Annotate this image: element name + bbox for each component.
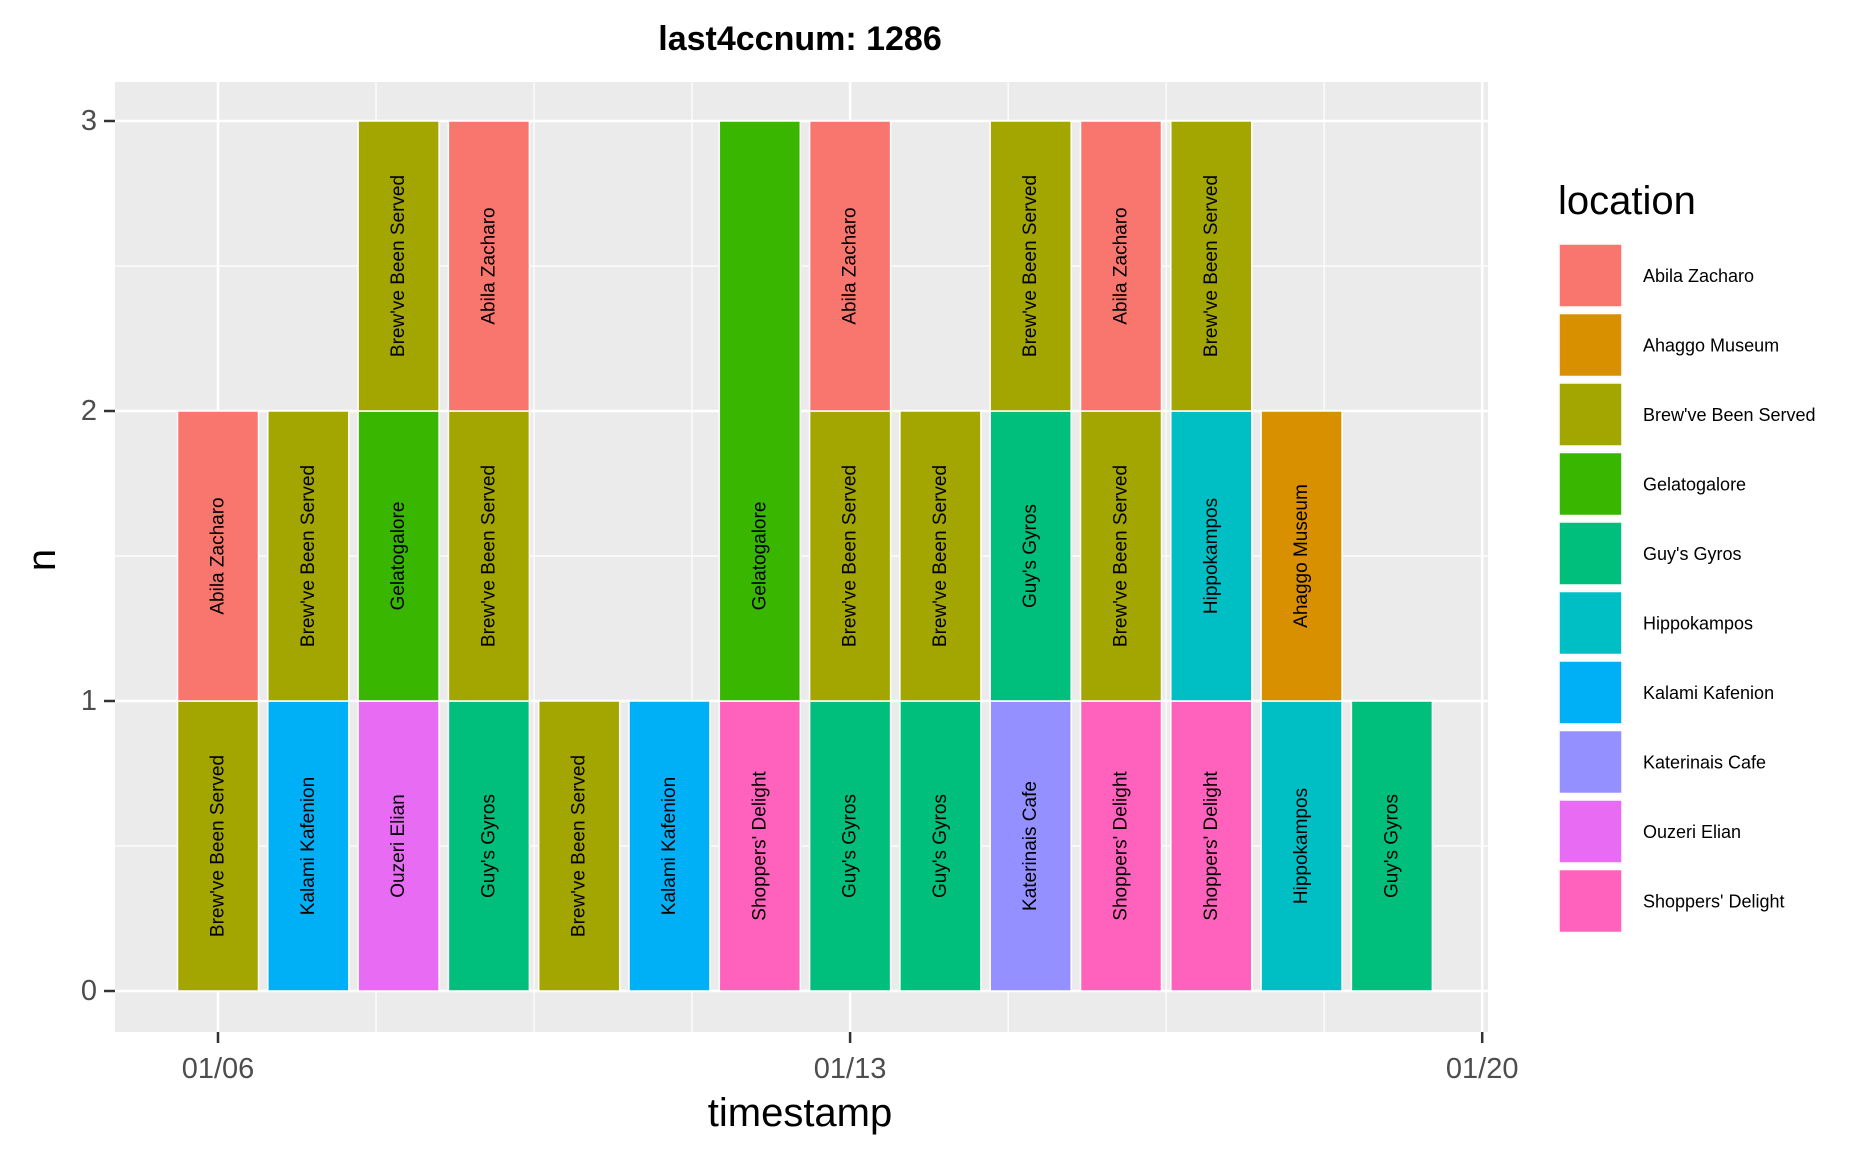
x-tick-label: 01/20 — [1446, 1053, 1519, 1085]
bar-segment-label: Katerinais Cafe — [1020, 781, 1041, 911]
bar-segment-label: Abila Zacharo — [478, 207, 499, 324]
x-tick-label: 01/13 — [814, 1053, 887, 1085]
bar-segment-label: Kalami Kafenion — [659, 777, 680, 915]
y-axis-title: n — [20, 549, 64, 571]
legend-swatch — [1558, 382, 1623, 447]
bar-segment — [989, 410, 1072, 702]
legend-label: Kalami Kafenion — [1643, 683, 1774, 703]
bar-segment — [537, 700, 621, 992]
bar-segment-label: Shoppers' Delight — [1111, 771, 1132, 921]
y-tick-label: 0 — [81, 975, 97, 1007]
bar-segment — [989, 700, 1072, 992]
bar-segment-label: Gelatogalore — [749, 502, 770, 611]
bar-segment — [1170, 120, 1253, 412]
bar-segment-label: Brew've Been Served — [840, 465, 861, 647]
legend-swatch — [1558, 521, 1623, 586]
bar-segment-label: Shoppers' Delight — [1201, 771, 1222, 921]
bar-segment — [1170, 410, 1253, 702]
bar-segment — [899, 410, 982, 702]
legend-label: Ouzeri Elian — [1643, 822, 1741, 842]
bar-segment-label: Brew've Been Served — [388, 175, 409, 357]
chart-title: last4ccnum: 1286 — [658, 20, 942, 58]
legend-swatch — [1558, 243, 1623, 308]
bar-segment-label: Abila Zacharo — [840, 207, 861, 324]
bar-segment — [176, 410, 260, 702]
bar-segment — [1079, 700, 1163, 992]
bar-segment-label: Hippokampos — [1291, 788, 1312, 904]
y-axis: 0 1 2 3 — [81, 105, 115, 1007]
bar-segment — [718, 120, 802, 702]
legend-swatch — [1558, 590, 1623, 656]
bar-segment — [808, 120, 892, 412]
bar-segment — [989, 120, 1072, 412]
bar-segment-label: Shoppers' Delight — [749, 771, 770, 921]
x-axis-title: timestamp — [708, 1091, 893, 1135]
bar-segment — [447, 700, 531, 992]
bar-segment — [718, 700, 802, 992]
bar-segment-label: Brew've Been Served — [478, 465, 499, 647]
bar-segment — [628, 700, 711, 992]
bar-segment — [1079, 410, 1163, 702]
bar-segment-label: Ahaggo Museum — [1291, 484, 1312, 628]
bar-segment — [1350, 700, 1434, 992]
y-tick-label: 2 — [81, 395, 97, 427]
legend-label: Ahaggo Museum — [1643, 336, 1779, 356]
bar-segment — [808, 410, 892, 702]
bar-segment — [357, 120, 440, 412]
bar-segment-label: Brew've Been Served — [1201, 175, 1222, 357]
bar-segment — [808, 700, 892, 992]
bar-segment-label: Kalami Kafenion — [298, 777, 319, 915]
bar-segment — [357, 700, 440, 992]
bar-segment-label: Ouzeri Elian — [388, 794, 409, 898]
bar-segment — [447, 120, 531, 412]
legend-swatch — [1558, 799, 1623, 864]
bar-segment-label: Brew've Been Served — [569, 755, 590, 937]
bar-segment — [357, 410, 440, 702]
bar-segment — [267, 410, 350, 702]
legend-label: Shoppers' Delight — [1643, 892, 1785, 912]
bar-segment-label: Guy's Gyros — [930, 794, 951, 898]
bar-segment-label: Guy's Gyros — [1381, 794, 1402, 898]
bar-segment-label: Gelatogalore — [388, 502, 409, 611]
bar-segment — [176, 700, 260, 992]
legend-swatch — [1558, 451, 1623, 517]
legend-label: Guy's Gyros — [1643, 544, 1741, 564]
bar-segment — [1260, 700, 1343, 992]
legend-swatch — [1558, 660, 1623, 725]
legend-label: Brew've Been Served — [1643, 405, 1816, 425]
bar-segment-label: Brew've Been Served — [1111, 465, 1132, 647]
legend-swatch — [1558, 312, 1623, 378]
bar-segment — [1079, 120, 1163, 412]
bar-segment-label: Abila Zacharo — [1111, 207, 1132, 324]
x-tick-label: 01/06 — [182, 1053, 255, 1085]
legend-label: Abila Zacharo — [1643, 266, 1754, 286]
bar-segment-label: Guy's Gyros — [840, 794, 861, 898]
bar-segment — [1170, 700, 1253, 992]
legend-swatch — [1558, 729, 1623, 795]
legend-label: Gelatogalore — [1643, 475, 1746, 495]
bar-segment-label: Brew've Been Served — [930, 465, 951, 647]
bar-segment-label: Guy's Gyros — [1020, 504, 1041, 608]
bar-segment-label: Brew've Been Served — [208, 755, 229, 937]
legend-label: Hippokampos — [1643, 614, 1753, 634]
bar-segment-label: Guy's Gyros — [478, 794, 499, 898]
y-tick-label: 1 — [81, 685, 97, 717]
legend: location Abila Zacharo Ahaggo Museum Brew'… — [1558, 179, 1816, 934]
bars: Brew've Been Served Abila Zacharo Kalami K… — [176, 120, 1434, 992]
bar-segment — [447, 410, 531, 702]
legend-title: location — [1558, 179, 1696, 223]
bar-segment-label: Brew've Been Served — [298, 465, 319, 647]
legend-swatch — [1558, 868, 1623, 934]
bar-segment-label: Hippokampos — [1201, 498, 1222, 614]
bar-segment — [1260, 410, 1343, 702]
bar-segment — [899, 700, 982, 992]
legend-label: Katerinais Cafe — [1643, 753, 1766, 773]
x-axis: 01/06 01/13 01/20 — [182, 1032, 1519, 1085]
bar-segment-label: Abila Zacharo — [208, 497, 229, 614]
y-tick-label: 3 — [81, 105, 97, 137]
bar-segment-label: Brew've Been Served — [1020, 175, 1041, 357]
